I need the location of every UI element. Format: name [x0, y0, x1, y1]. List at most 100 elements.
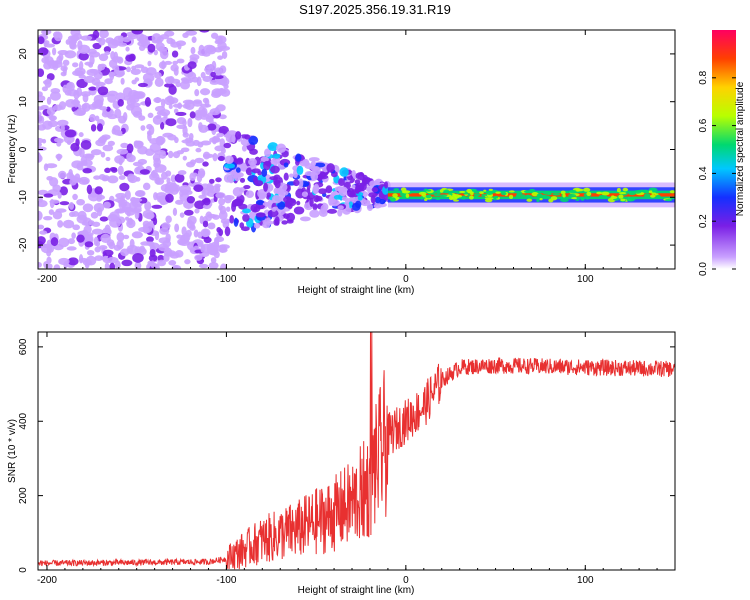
spectrogram-cell [571, 196, 577, 200]
spectrogram-cell [56, 153, 61, 162]
spectrogram-cell [68, 202, 75, 210]
spectrogram-cell [84, 241, 94, 248]
spectrogram-cell [393, 188, 400, 191]
spectrogram-cell [174, 136, 179, 144]
spectrogram-cell [39, 230, 48, 235]
spectrogram-cell [106, 256, 119, 264]
spectrogram-cell [38, 68, 45, 77]
spectrogram-cell [179, 184, 191, 194]
spectrogram-cell [78, 176, 90, 185]
spectrogram-cell [175, 111, 187, 117]
spectrogram-cell [172, 151, 181, 159]
spectrogram-cell [473, 193, 481, 197]
spectrogram-cell [114, 197, 125, 203]
spectrogram-cell [526, 198, 533, 202]
spectrogram-cell [379, 198, 386, 205]
spectrogram-cell [283, 172, 289, 181]
spectrogram-cell [242, 208, 251, 214]
spectrogram-cell [217, 244, 227, 253]
spectrogram-cell [82, 93, 89, 103]
spectrogram-cell [235, 167, 241, 173]
spectrogram-cell [235, 131, 242, 140]
spectrogram-cell [339, 167, 349, 177]
spectrogram-cell [59, 201, 70, 206]
spectrogram-cell [214, 106, 219, 114]
spectrogram-cell [424, 198, 428, 202]
spectrogram-cell [174, 173, 185, 183]
spectrogram-cell [38, 262, 42, 268]
colorbar-tick-label: 0.6 [698, 118, 709, 132]
spectrogram-cell [134, 77, 140, 82]
spectrogram-cell [150, 260, 155, 268]
spectrogram-cell [172, 60, 179, 65]
spectrogram-cell [99, 30, 109, 39]
spectrogram-cell [216, 132, 225, 138]
spectrogram-cell [165, 118, 177, 127]
spectrogram-cell [374, 196, 381, 204]
spectrogram-cell [146, 236, 154, 243]
spectrogram-cell [142, 220, 150, 228]
spectrogram-cell [536, 194, 540, 198]
spectrogram-cell [273, 153, 281, 159]
spectrogram-cell [371, 187, 379, 193]
spectrogram-cell [601, 191, 610, 196]
spectrogram-cell [69, 39, 76, 49]
spectrogram-cell [215, 177, 222, 183]
spectrogram-cell [165, 193, 174, 203]
spectrogram-cell [194, 89, 200, 97]
spectrogram-cell [159, 49, 169, 60]
spectrogram-cell [147, 60, 152, 67]
spectrogram-cell [327, 208, 338, 214]
spectrogram-cell [329, 199, 340, 207]
spectrogram-cell [425, 194, 432, 199]
spectrogram-cell [224, 226, 231, 237]
spectrogram-cell [276, 143, 287, 153]
spectrogram-cell [266, 192, 272, 198]
snr-xtick-label: -200 [37, 575, 57, 586]
spectrogram-cell [253, 222, 261, 229]
spectrogram-cell [67, 257, 79, 266]
spectrogram-cell [52, 104, 63, 111]
spectrogram-cell [73, 98, 80, 108]
spectrogram-cell [71, 232, 76, 239]
spectrogram-cell [301, 191, 309, 198]
spectrogram-cell [42, 40, 50, 45]
spectrogram-cell [123, 234, 130, 240]
spectrogram-cell [320, 204, 327, 215]
spectrogram-cell [296, 200, 301, 206]
spectrogram-cell [173, 265, 179, 269]
spectrogram-cell [121, 259, 133, 267]
spectrogram-cell [43, 261, 49, 269]
spectrogram-cell [526, 194, 530, 198]
spectrogram-cell [284, 200, 291, 208]
spectrogram-cell [610, 196, 618, 199]
spectrogram-cell [38, 210, 43, 221]
spectrogram-cell [48, 115, 57, 121]
colorbar-tick-label: 0.4 [698, 166, 709, 180]
spectrogram-cell [366, 203, 374, 212]
spectrogram-cell [224, 163, 236, 169]
spectrogram-cell [113, 129, 123, 136]
spectrogram-cell [77, 210, 87, 221]
spectrogram-cell [425, 189, 432, 192]
spectrogram-cell [82, 168, 93, 174]
spectrogram-cell [368, 192, 378, 198]
spectrogram-cell [255, 199, 265, 206]
spectrogram-cell [161, 222, 171, 230]
spectrogram-cell [501, 191, 507, 196]
spectrogram-cell [197, 231, 203, 239]
spectrogram-cell [179, 212, 185, 218]
spectrogram-cell [289, 173, 294, 178]
spectrogram-cell [575, 188, 584, 192]
spectrogram-cell [173, 108, 179, 114]
spectrogram-cell [177, 170, 187, 176]
spectrogram-cell [52, 184, 61, 192]
spectrogram-cell [94, 81, 106, 87]
spectrogram-cell [157, 259, 167, 267]
spectrogram-cell [38, 146, 47, 151]
spectrogram-cell [123, 95, 130, 101]
spectrogram-cell [132, 161, 144, 167]
spectrogram-cell [194, 254, 203, 261]
spectrogram-cell [357, 172, 365, 181]
spectrogram-cell [263, 160, 271, 171]
